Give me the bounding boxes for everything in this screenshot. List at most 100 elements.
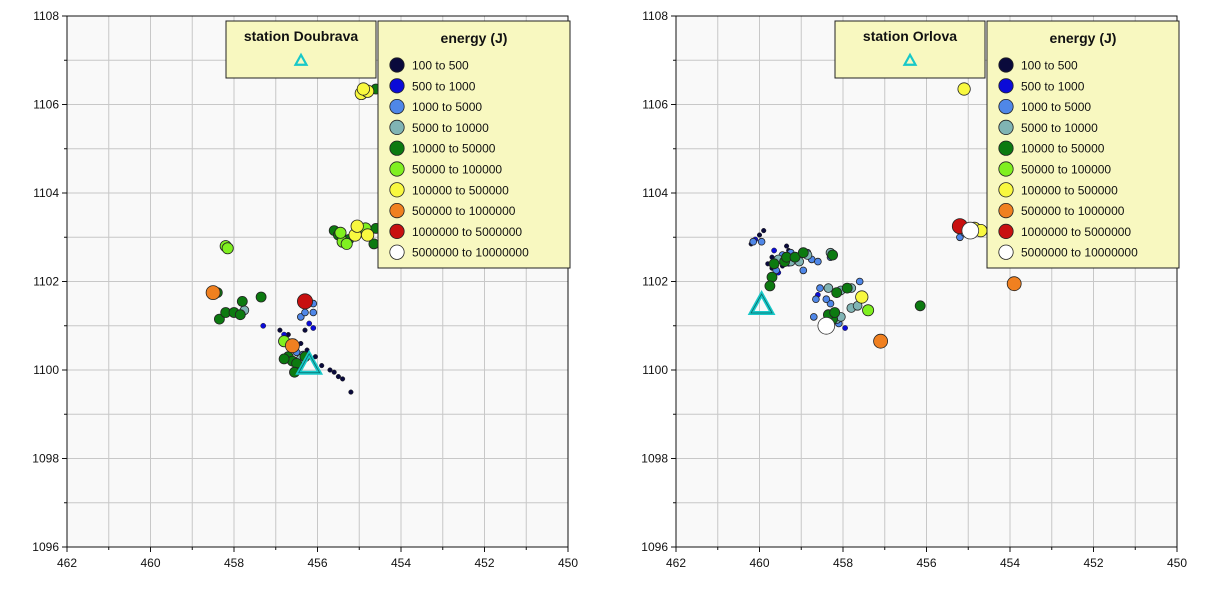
energy-legend-swatch [389,57,405,73]
energy-legend-item: 500000 to 1000000 [1021,204,1125,218]
y-tick-label: 1102 [642,275,668,289]
y-tick-label: 1106 [33,98,59,112]
data-point [348,389,354,395]
energy-legend-swatch [998,119,1014,136]
energy-legend-swatch [998,99,1014,115]
data-point [823,283,834,293]
energy-legend-item: 1000 to 5000 [1021,100,1091,114]
data-point [312,354,318,360]
data-point [255,291,267,303]
data-point [296,293,313,310]
data-point [766,271,778,283]
energy-legend-item: 5000 to 10000 [1021,121,1098,135]
data-point [764,280,776,292]
x-tick-label: 462 [57,556,77,570]
energy-legend-swatch [998,203,1014,219]
energy-legend-item: 50000 to 100000 [1021,163,1111,177]
data-point [335,374,341,380]
data-point [789,251,801,263]
station-marker-outline [750,293,773,314]
x-tick-label: 452 [474,556,494,570]
data-point [319,363,325,369]
energy-legend-item: 10000 to 50000 [412,142,496,156]
energy-legend-swatch [998,78,1014,94]
data-point [310,325,317,331]
data-point [309,308,318,317]
data-point [784,243,790,249]
x-tick-label: 460 [140,556,160,570]
data-point [356,82,370,96]
data-point [327,367,333,373]
y-tick-label: 1108 [642,9,668,23]
energy-legend-item: 100000 to 500000 [1021,183,1118,197]
x-tick-label: 454 [1000,556,1020,570]
y-tick-label: 1102 [33,275,59,289]
energy-legend-item: 1000000 to 5000000 [412,225,522,239]
energy-legend-item: 1000 to 5000 [412,100,482,114]
data-point [302,327,308,333]
data-point [278,353,290,365]
data-point [816,284,824,292]
y-tick-label: 1098 [641,452,668,466]
data-point [827,249,839,261]
data-point [822,295,831,304]
energy-legend-item: 100 to 500 [412,59,469,73]
energy-legend-item: 500 to 1000 [1021,79,1085,93]
data-point [277,327,283,333]
data-point [862,304,875,317]
data-point [761,228,767,234]
data-point [961,221,980,240]
data-point [756,232,763,238]
data-point [797,247,809,259]
energy-legend-title: energy (J) [441,30,508,46]
energy-legend-box [986,20,1180,269]
station-legend-box [225,20,377,79]
x-tick-label: 456 [916,556,936,570]
data-point [757,237,766,246]
station-legend-icon [293,52,309,66]
data-point [301,308,309,317]
energy-legend-item: 500000 to 1000000 [412,204,516,218]
data-point [334,226,347,239]
energy-legend-item: 500 to 1000 [412,79,476,93]
energy-legend-swatch [389,161,405,177]
data-point [831,287,843,299]
x-tick-label: 450 [558,556,578,570]
x-tick-label: 462 [666,556,686,570]
y-tick-label: 1100 [642,363,668,377]
energy-legend-title: energy (J) [1050,30,1117,46]
x-tick-label: 454 [391,556,411,570]
y-tick-label: 1106 [642,98,668,112]
station-legend-box [834,20,986,79]
x-tick-label: 456 [307,556,327,570]
station-marker-outline [297,353,321,374]
energy-legend-box [377,20,571,269]
data-point [855,290,869,304]
data-point [260,322,267,329]
energy-legend-swatch [389,182,405,198]
energy-legend-item: 5000000 to 10000000 [412,246,529,260]
data-point [234,309,246,321]
data-point [957,82,971,96]
chart-panel-doubrava: 462 460 458 456 454 452 450 1096 1098 1100 1102 110… [32,9,578,570]
y-tick-label: 1104 [642,186,668,200]
data-point [221,242,234,255]
data-point [350,219,364,233]
energy-legend-swatch [389,244,405,260]
energy-legend-item: 5000000 to 10000000 [1021,246,1138,260]
data-point [810,313,818,321]
data-point [236,295,248,307]
y-tick-label: 1096 [32,540,59,554]
energy-legend-item: 100000 to 500000 [412,183,509,197]
energy-legend-swatch [389,203,405,219]
data-point [841,282,853,294]
energy-legend-swatch [998,161,1014,177]
energy-legend-swatch [389,99,405,115]
data-point [771,247,777,254]
data-point [855,277,864,286]
x-tick-label: 458 [833,556,853,570]
energy-legend-swatch [998,182,1014,198]
energy-legend-swatch [998,57,1014,73]
energy-legend-swatch [389,78,405,94]
data-point [331,369,337,375]
